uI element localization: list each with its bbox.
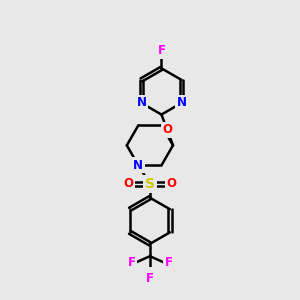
Text: F: F: [146, 272, 154, 285]
Text: N: N: [176, 97, 187, 110]
Text: F: F: [128, 256, 135, 269]
Text: S: S: [145, 177, 155, 191]
Text: O: O: [123, 177, 133, 190]
Text: F: F: [158, 44, 166, 57]
Text: O: O: [162, 123, 172, 136]
Text: O: O: [167, 177, 176, 190]
Text: N: N: [134, 159, 143, 172]
Text: F: F: [164, 256, 172, 269]
Text: N: N: [136, 97, 146, 110]
